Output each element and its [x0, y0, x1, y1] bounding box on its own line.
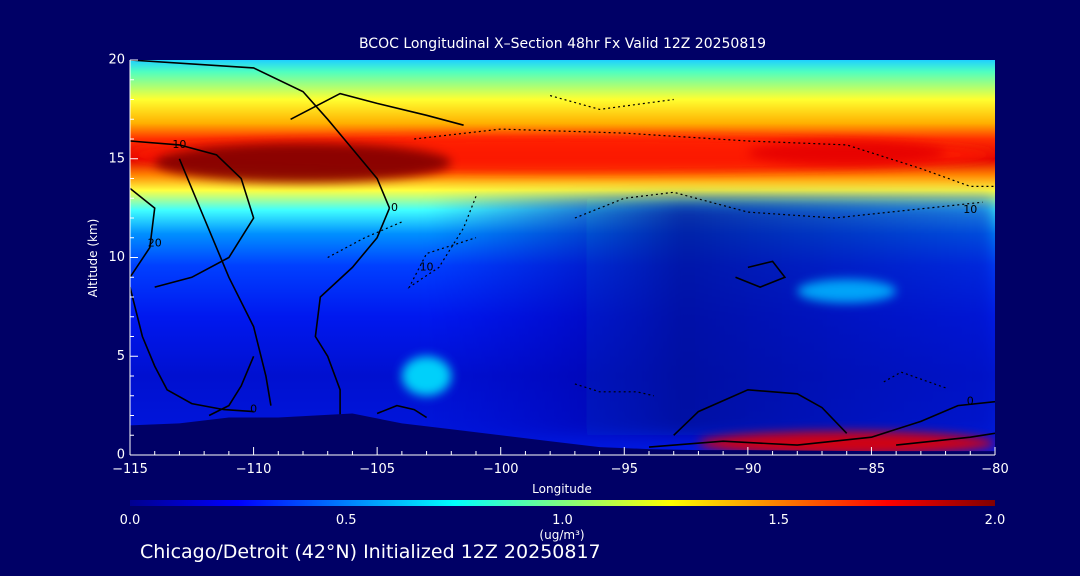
colorbar-tick-label-2: 1.0: [552, 513, 573, 528]
colorbar: [130, 500, 995, 506]
contour-lines: [130, 60, 995, 448]
contour-solid-1: [130, 187, 156, 278]
contour-label-2: 0: [391, 201, 398, 214]
footer-caption: Chicago/Detroit (42°N) Initialized 12Z 2…: [140, 541, 601, 563]
contour-solid-3: [290, 92, 464, 126]
contour-label-3: 10: [420, 260, 434, 273]
x-tick-label-3: −100: [483, 462, 519, 477]
x-tick-label-0: −115: [112, 462, 148, 477]
colorbar-tick-label-4: 2.0: [985, 513, 1006, 528]
chart-title: BCOC Longitudinal X–Section 48hr Fx Vali…: [358, 36, 767, 52]
y-tick-label-3: 15: [108, 151, 125, 166]
contour-label-0: 10: [172, 138, 186, 151]
colorbar-unit-label: (ug/m³): [539, 528, 585, 542]
contour-solid-8: [376, 404, 428, 419]
colorbar-tick-label-3: 1.5: [768, 513, 789, 528]
field-feature-2: [747, 140, 946, 165]
contour-solid-6: [178, 158, 272, 406]
y-tick-label-1: 5: [117, 349, 125, 364]
axes: −115 −110 −105 −100 −95 −90 −85 −80 0 5 10 15 20: [108, 53, 1008, 478]
contour-solid-9: [673, 388, 848, 436]
field-feature-1: [154, 142, 452, 183]
colorbar-tick-label-1: 0.5: [336, 513, 357, 528]
contour-solid-2: [130, 60, 391, 209]
x-tick-label-2: −105: [359, 462, 395, 477]
contour-solid-12: [896, 432, 995, 446]
contour-solid-5: [208, 355, 255, 417]
terrain: [130, 413, 995, 455]
x-tick-label-6: −85: [858, 462, 885, 477]
contour-label-1: 20: [148, 237, 162, 250]
contour-dashed-0: [549, 95, 674, 111]
y-tick-label-0: 0: [117, 448, 125, 463]
colorbar-tick-label-0: 0.0: [120, 513, 141, 528]
field-low-region: [426, 198, 995, 436]
x-tick-label-5: −90: [734, 462, 761, 477]
x-axis-label: Longitude: [532, 482, 592, 496]
contour-dashed-6: [883, 371, 946, 389]
contour-label-5: 10: [963, 203, 977, 216]
contour-solid-7: [130, 286, 254, 413]
terrain-fill: [130, 413, 995, 455]
contour-label-6: 0: [967, 395, 974, 408]
contour-solid-4: [314, 207, 391, 418]
concentration-field: [130, 60, 995, 455]
contour-dashed-1: [414, 128, 995, 187]
x-tick-label-4: −95: [611, 462, 638, 477]
contour-solid-0: [130, 140, 255, 288]
y-tick-label-2: 10: [108, 250, 125, 265]
colorbar-ticks: 0.0 0.5 1.0 1.5 2.0: [120, 513, 1006, 528]
contour-solid-10: [735, 260, 787, 288]
x-tick-label-1: −110: [236, 462, 272, 477]
contour-labels: 10 20 0 10 0 10 0: [148, 138, 978, 416]
field-feature-5: [797, 279, 897, 303]
y-tick-label-4: 20: [108, 53, 125, 68]
contour-dashed-5: [574, 383, 655, 397]
contour-solid-11: [648, 400, 995, 448]
field-feature-3: [698, 431, 995, 455]
x-tick-label-7: −80: [981, 462, 1008, 477]
contour-label-4: 0: [250, 403, 257, 416]
field-feature-4: [401, 356, 452, 396]
